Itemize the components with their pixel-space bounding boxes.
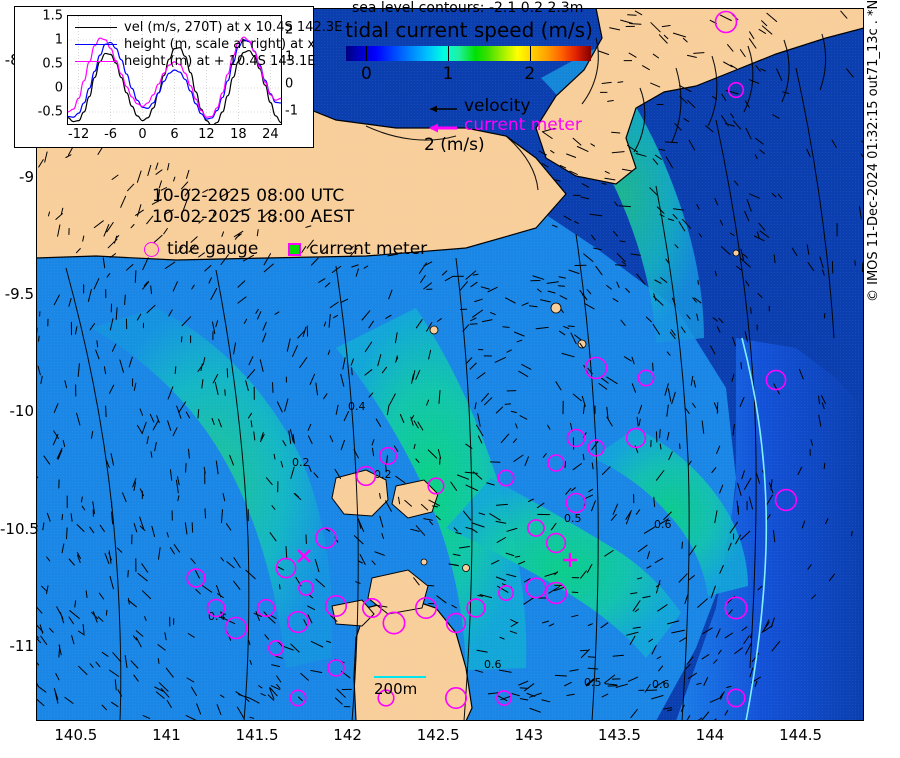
current-meter-key-row: current meter <box>424 114 582 135</box>
inset-x-tick: 0 <box>138 127 147 142</box>
x-tick-label: 143 <box>514 726 544 744</box>
legend-line-height-plus <box>75 61 117 62</box>
inset-y-tick-left: 1.5 <box>42 8 63 24</box>
inset-x-tick: -12 <box>68 127 90 142</box>
colorbar-tick <box>366 46 368 61</box>
timestamp-block: 10-02-2025 08:00 UTC 10-02-2025 18:00 AE… <box>152 186 354 228</box>
y-axis: -8.5-9-9.5-10-10.5-11 <box>0 0 39 758</box>
scale-bar: 200m <box>374 676 426 698</box>
legend-line-height-x <box>75 44 117 45</box>
colorbar-tick <box>448 46 450 61</box>
colorbar-tick-label: 0 <box>360 64 372 84</box>
timeseries-line-2 <box>68 36 281 118</box>
tide-gauge-icon <box>144 241 159 257</box>
x-tick-label: 142 <box>333 726 362 744</box>
timeseries-canvas <box>68 16 281 124</box>
x-tick-label: 143.5 <box>597 726 641 744</box>
inset-x-tick: 24 <box>262 127 279 142</box>
colorbar-tickmarks <box>346 46 591 61</box>
legend-row-height-plus: height (m) at + 10.4S 143.1E <box>75 53 342 70</box>
legend-line-velocity <box>75 27 117 28</box>
inset-x-tick: -6 <box>104 127 118 142</box>
timestamp-aest: 10-02-2025 18:00 AEST <box>152 207 355 227</box>
inset-y-tick-right: -1 <box>285 103 298 118</box>
legend-label-velocity: vel (m/s, 270T) at x 10.4S 142.3E <box>124 20 343 35</box>
timeseries-line-0 <box>68 47 281 124</box>
symbol-legend: tide gauge current meter <box>144 239 427 259</box>
timeseries-plot-area <box>67 15 282 125</box>
current-meter-arrow-icon <box>424 119 458 132</box>
tide-gauge-legend-label: tide gauge <box>167 239 259 259</box>
colorbar-tick-label: 1 <box>442 64 454 84</box>
y-tick-label: -9 <box>19 167 34 186</box>
inset-y-tick-right: 0 <box>285 76 294 91</box>
x-tick-label: 142.5 <box>416 726 460 744</box>
x-tick-label: 144 <box>695 726 725 744</box>
colorbar-tick <box>529 46 531 61</box>
sea-level-contours-title: sea level contours: -2.1 0.2 2.3m <box>352 0 584 16</box>
timeseries-inset[interactable]: vel (m/s, 270T) at x 10.4S 142.3E height… <box>14 6 342 148</box>
colorbar-tick-labels: 0 1 2 <box>346 64 591 84</box>
y-tick-label: -9.5 <box>4 285 34 304</box>
x-tick-label: 141 <box>152 726 181 744</box>
x-tick-label: 140.5 <box>54 726 98 744</box>
colorbar-block: tidal current speed (m/s) 0 1 2 <box>344 18 594 84</box>
current-meter-legend-label: current meter <box>309 239 428 259</box>
inset-y-tick-left: 0 <box>54 80 63 96</box>
velocity-scale-label: 2 (m/s) <box>424 135 485 155</box>
inset-y-tick-right: 2 <box>285 22 294 37</box>
inset-x-tick: 12 <box>198 127 215 142</box>
inset-x-tick: 18 <box>230 127 247 142</box>
timestamp-utc: 10-02-2025 08:00 UTC <box>152 186 345 206</box>
colorbar-tick-label: 2 <box>524 64 536 84</box>
x-tick-label: 144.5 <box>779 726 823 744</box>
x-tick-label: 141.5 <box>235 726 279 744</box>
inset-y-tick-left: -0.5 <box>37 104 63 120</box>
y-tick-label: -11 <box>9 636 35 655</box>
inset-y-tick-right: 1 <box>285 49 294 64</box>
scale-bar-label: 200m <box>374 680 418 698</box>
timeseries-line-1 <box>68 39 281 120</box>
copyright-notice: © IMOS 11-Dec-2024 01:32:15 out71_13c . … <box>866 0 881 302</box>
velocity-arrow-icon <box>424 100 458 112</box>
velocity-key-label: velocity <box>464 95 531 116</box>
legend-row-velocity: vel (m/s, 270T) at x 10.4S 142.3E <box>75 19 342 36</box>
inset-y-tick-left: 0.5 <box>42 56 63 72</box>
inset-x-tick: 6 <box>170 127 179 142</box>
current-meter-icon <box>288 242 302 256</box>
timeseries-lines <box>68 36 281 124</box>
colorbar-title: tidal current speed (m/s) <box>345 18 593 42</box>
inset-y-tick-left: 1 <box>54 32 63 48</box>
scale-bar-line <box>374 676 426 678</box>
current-meter-key-label: current meter <box>464 114 582 135</box>
velocity-key-row: velocity <box>424 95 582 116</box>
y-tick-label: -10.5 <box>0 519 39 538</box>
legend-row-height-x: height (m, scale at right) at x <box>75 36 342 53</box>
legend-label-height-x: height (m, scale at right) at x <box>124 37 316 52</box>
legend-label-height-plus: height (m) at + 10.4S 143.1E <box>124 54 316 69</box>
timeseries-legend: vel (m/s, 270T) at x 10.4S 142.3E height… <box>75 19 342 70</box>
y-tick-label: -10 <box>9 402 35 421</box>
velocity-key: velocity current meter 2 (m/s) <box>424 95 582 156</box>
